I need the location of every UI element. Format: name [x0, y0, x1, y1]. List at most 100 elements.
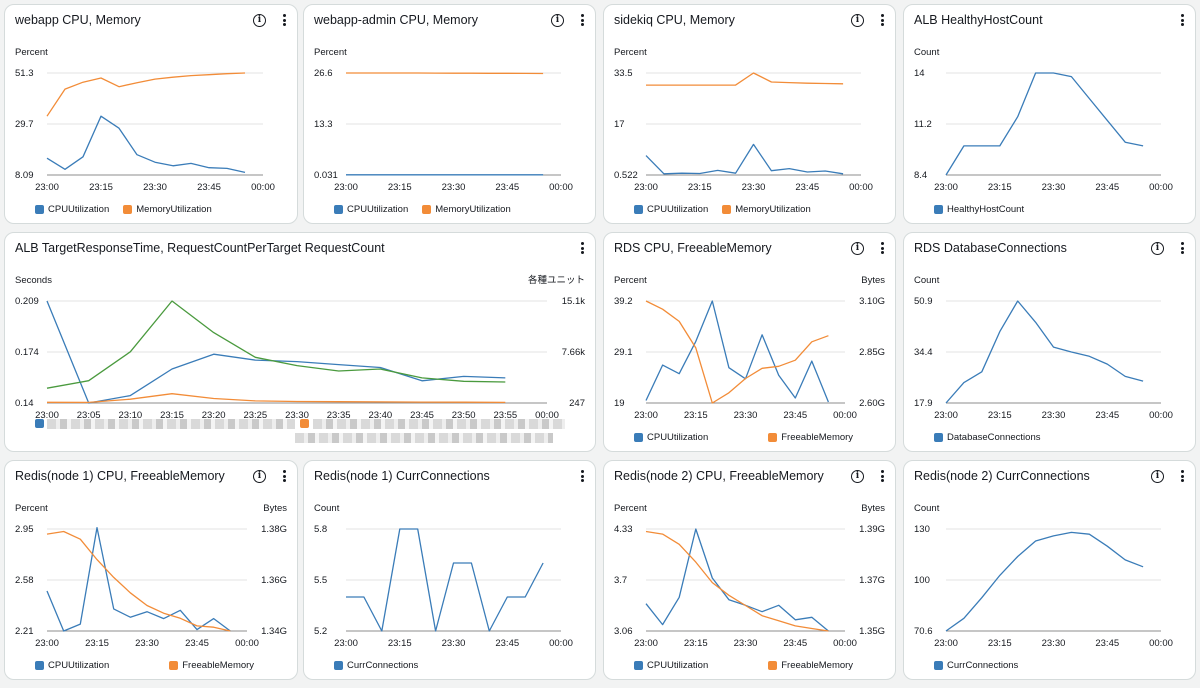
series-line-currconnections[interactable] — [945, 531, 1144, 632]
info-icon[interactable]: i — [851, 470, 864, 483]
x-tick-label: 23:25 — [243, 410, 267, 421]
chart-plot: Percent 0.031 13.3 26.6 23:00 23:15 23:30 23:45… — [314, 47, 573, 193]
legend-item-currconnections[interactable]: CurrConnections — [334, 660, 418, 671]
legend-item-freeablememory[interactable]: FreeableMemory — [768, 660, 853, 671]
series-line-series-2[interactable] — [46, 300, 506, 389]
redacted-legend-label — [295, 433, 553, 443]
y2-axis-unit-label: 各種ユニット — [528, 274, 585, 286]
legend-item-memoryutilization[interactable]: MemoryUtilization — [722, 204, 811, 215]
y-axis-unit-label: Count — [314, 503, 340, 514]
legend-item-healthyhostcount[interactable]: HealthyHostCount — [934, 204, 1024, 215]
y-tick-label: 39.2 — [614, 296, 633, 307]
series-line-memoryutilization[interactable] — [346, 72, 544, 75]
legend-item-freeablememory[interactable]: FreeableMemory — [169, 660, 254, 671]
widget-title: RDS CPU, FreeableMemory — [614, 241, 772, 255]
more-actions-icon[interactable] — [577, 12, 587, 28]
y-tick-label: 5.5 — [314, 575, 327, 586]
series-line-currconnections[interactable] — [346, 528, 544, 632]
info-icon[interactable]: i — [253, 470, 266, 483]
x-tick-label: 23:00 — [35, 182, 59, 193]
y2-axis-unit-label: Bytes — [861, 503, 885, 514]
y2-tick-label: 1.36G — [261, 575, 287, 586]
series-line-cpuutilization[interactable] — [645, 143, 844, 175]
chart-plot: Percent Bytes 2.21 2.58 2.95 1.34G 1.36G 1.38G 2… — [15, 503, 287, 649]
widget-title: Redis(node 2) CurrConnections — [914, 469, 1090, 483]
more-actions-icon[interactable] — [279, 12, 289, 28]
legend-item-databaseconnections[interactable]: DatabaseConnections — [934, 432, 1040, 443]
widget-title: Redis(node 2) CPU, FreeableMemory — [614, 469, 824, 483]
series-line-freeablememory[interactable] — [645, 300, 829, 404]
series-line-healthyhostcount[interactable] — [945, 72, 1144, 176]
y-tick-label: 2.21 — [15, 626, 34, 637]
y-axis-unit-label: Count — [914, 503, 940, 514]
more-actions-icon[interactable] — [279, 468, 289, 484]
info-icon[interactable]: i — [851, 14, 864, 27]
legend-swatch — [334, 205, 343, 214]
legend-label: FreeableMemory — [182, 660, 255, 671]
chart-legend: CPUUtilization MemoryUtilization — [35, 204, 212, 215]
info-icon[interactable]: i — [551, 14, 564, 27]
y-axis-unit-label: Count — [914, 275, 940, 286]
legend-item-cpuutilization[interactable]: CPUUtilization — [634, 432, 708, 443]
x-tick-label: 23:15 — [684, 410, 708, 421]
x-tick-label: 23:00 — [934, 182, 958, 193]
series-line-cpuutilization[interactable] — [645, 528, 829, 632]
x-tick-label: 23:15 — [988, 410, 1012, 421]
legend-item-cpuutilization[interactable]: CPUUtilization — [634, 660, 708, 671]
chart-plot: Percent 0.522 17 33.5 23:00 23:15 23:30 23:45 00… — [614, 47, 873, 193]
legend-item-cpuutilization[interactable]: CPUUtilization — [35, 204, 109, 215]
legend-item-cpuutilization[interactable]: CPUUtilization — [634, 204, 708, 215]
legend-label: CPUUtilization — [647, 204, 709, 215]
chart-legend: CPUUtilization FreeableMemory — [35, 660, 254, 671]
legend-label: MemoryUtilization — [136, 204, 212, 215]
more-actions-icon[interactable] — [577, 468, 587, 484]
info-icon[interactable]: i — [1151, 242, 1164, 255]
more-actions-icon[interactable] — [1177, 12, 1187, 28]
x-tick-label: 23:30 — [143, 182, 167, 193]
more-actions-icon[interactable] — [1177, 468, 1187, 484]
legend-item-freeablememory[interactable]: FreeableMemory — [768, 432, 853, 443]
chart-plot: Percent 8.09 29.7 51.3 23:00 23:15 23:30 23:45 0… — [15, 47, 275, 193]
series-line-databaseconnections[interactable] — [945, 300, 1144, 404]
series-line-series-1[interactable] — [46, 393, 506, 404]
more-actions-icon[interactable] — [877, 468, 887, 484]
legend-label: MemoryUtilization — [735, 204, 811, 215]
y-tick-label: 5.8 — [314, 524, 327, 535]
legend-item-memoryutilization[interactable]: MemoryUtilization — [422, 204, 511, 215]
legend-item-cpuutilization[interactable]: CPUUtilization — [35, 660, 109, 671]
series-line-memoryutilization[interactable] — [46, 72, 246, 117]
series-line-freeablememory[interactable] — [645, 530, 829, 632]
info-icon[interactable]: i — [851, 242, 864, 255]
x-tick-label: 23:30 — [742, 182, 766, 193]
more-actions-icon[interactable] — [577, 240, 587, 256]
series-line-freeablememory[interactable] — [46, 530, 231, 632]
series-line-memoryutilization[interactable] — [646, 72, 844, 86]
legend-swatch — [422, 205, 432, 214]
series-line-cpuutilization[interactable] — [645, 300, 830, 403]
y-tick-label: 0.14 — [15, 398, 34, 409]
x-tick-label: 23:15 — [388, 638, 412, 649]
widget-alb-healthyhostcount: ALB HealthyHostCount Count 8.4 11.2 14 23:00 2… — [903, 4, 1196, 224]
legend-swatch — [934, 661, 943, 670]
legend-label: CPUUtilization — [347, 204, 409, 215]
widget-rds-cpu-freeablememory: RDS CPU, FreeableMemory i Percent Bytes 19 29… — [603, 232, 896, 452]
x-tick-label: 23:00 — [634, 410, 658, 421]
series-line-cpuutilization[interactable] — [46, 115, 246, 174]
x-tick-label: 23:45 — [410, 410, 434, 421]
series-line-cpuutilization[interactable] — [46, 526, 231, 632]
legend-item-memoryutilization[interactable]: MemoryUtilization — [123, 204, 212, 215]
x-tick-label: 23:55 — [493, 410, 517, 421]
chart-legend: CPUUtilization FreeableMemory — [634, 432, 853, 443]
more-actions-icon[interactable] — [877, 240, 887, 256]
legend-swatch — [169, 661, 179, 670]
y-tick-label: 50.9 — [914, 296, 933, 307]
legend-swatch — [634, 433, 643, 442]
more-actions-icon[interactable] — [1177, 240, 1187, 256]
y-tick-label: 0.031 — [314, 170, 338, 181]
x-tick-label: 23:45 — [1095, 410, 1119, 421]
more-actions-icon[interactable] — [877, 12, 887, 28]
legend-item-cpuutilization[interactable]: CPUUtilization — [334, 204, 408, 215]
info-icon[interactable]: i — [1151, 470, 1164, 483]
info-icon[interactable]: i — [253, 14, 266, 27]
legend-item-currconnections[interactable]: CurrConnections — [934, 660, 1018, 671]
